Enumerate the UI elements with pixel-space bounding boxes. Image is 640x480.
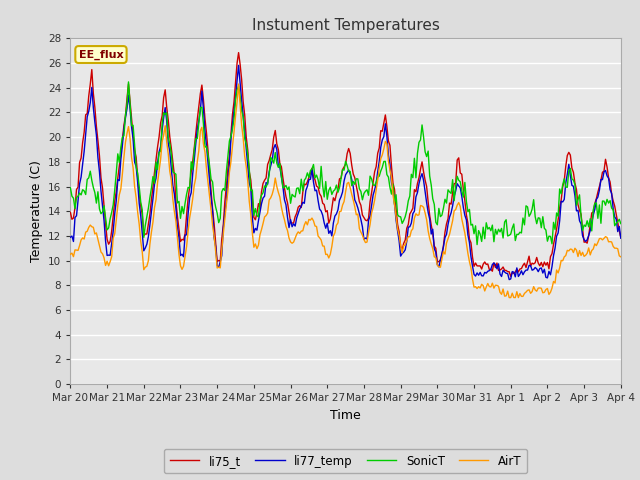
li75_t	[617, 235, 625, 240]
AirT	[381, 139, 389, 144]
AirT	[506, 295, 513, 300]
li75_t	[169, 159, 177, 165]
SonicT	[617, 221, 625, 227]
li77_temp	[506, 276, 513, 282]
li77_temp	[169, 182, 177, 188]
AirT	[235, 81, 243, 87]
li75_t	[67, 209, 74, 215]
li75_t	[235, 50, 243, 56]
li77_temp	[381, 121, 389, 127]
SonicT	[553, 210, 561, 216]
SonicT	[412, 175, 420, 180]
Y-axis label: Temperature (C): Temperature (C)	[29, 160, 43, 262]
SonicT	[67, 185, 74, 191]
AirT	[400, 242, 408, 248]
AirT	[82, 229, 90, 235]
li75_t	[553, 226, 561, 232]
li75_t	[381, 112, 389, 118]
X-axis label: Time: Time	[330, 408, 361, 421]
SonicT	[125, 79, 132, 85]
AirT	[67, 252, 74, 257]
AirT	[617, 254, 625, 260]
Line: SonicT: SonicT	[70, 82, 621, 245]
AirT	[169, 196, 177, 202]
Legend: li75_t, li77_temp, SonicT, AirT: li75_t, li77_temp, SonicT, AirT	[164, 449, 527, 473]
li75_t	[412, 189, 420, 194]
Line: li77_temp: li77_temp	[70, 65, 621, 279]
li77_temp	[235, 62, 243, 68]
Title: Instument Temperatures: Instument Temperatures	[252, 18, 440, 33]
li75_t	[82, 112, 90, 118]
li75_t	[400, 240, 408, 246]
li77_temp	[82, 132, 90, 137]
Text: EE_flux: EE_flux	[79, 49, 124, 60]
li77_temp	[400, 249, 408, 255]
SonicT	[82, 192, 90, 197]
li75_t	[507, 274, 515, 279]
AirT	[553, 267, 561, 273]
SonicT	[381, 158, 389, 164]
li77_temp	[67, 234, 74, 240]
li77_temp	[412, 194, 420, 200]
Line: AirT: AirT	[70, 84, 621, 298]
SonicT	[170, 170, 178, 176]
li77_temp	[553, 233, 561, 239]
AirT	[412, 211, 420, 216]
SonicT	[400, 217, 408, 223]
li77_temp	[617, 235, 625, 241]
SonicT	[473, 242, 481, 248]
Line: li75_t: li75_t	[70, 53, 621, 276]
